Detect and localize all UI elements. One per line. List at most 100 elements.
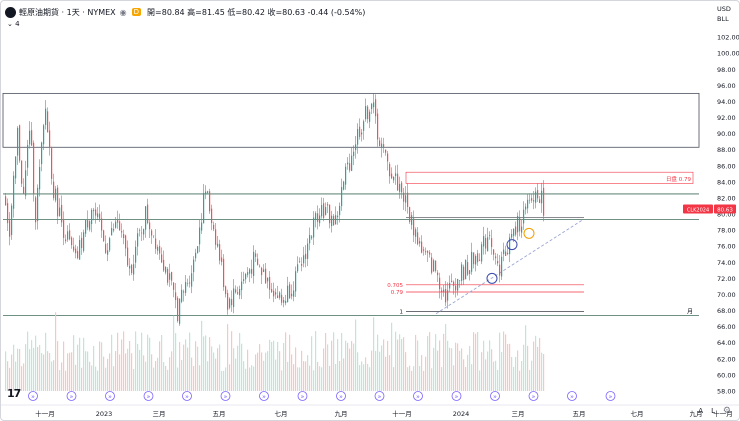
candle-body[interactable] xyxy=(383,144,385,147)
candle-body[interactable] xyxy=(143,229,145,235)
candle-body[interactable] xyxy=(393,176,395,181)
candle-body[interactable] xyxy=(465,259,467,280)
candle-body[interactable] xyxy=(483,236,485,247)
candle-body[interactable] xyxy=(199,227,201,245)
candle-body[interactable] xyxy=(369,111,371,122)
candle-body[interactable] xyxy=(93,209,95,212)
candle-body[interactable] xyxy=(245,274,247,280)
target-zone[interactable] xyxy=(405,171,694,184)
candle-body[interactable] xyxy=(419,241,421,244)
candle-body[interactable] xyxy=(467,262,469,275)
candle-body[interactable] xyxy=(111,228,113,236)
candle-body[interactable] xyxy=(239,288,241,296)
candle-body[interactable] xyxy=(197,246,199,254)
candle-body[interactable] xyxy=(67,231,69,240)
candle-body[interactable] xyxy=(519,217,521,232)
candle-body[interactable] xyxy=(251,268,253,274)
candle-body[interactable] xyxy=(289,284,291,299)
candle-body[interactable] xyxy=(499,264,501,276)
candle-body[interactable] xyxy=(329,204,331,224)
candle-body[interactable] xyxy=(327,204,329,206)
candle-body[interactable] xyxy=(311,236,313,239)
candle-body[interactable] xyxy=(287,285,289,302)
candle-body[interactable] xyxy=(471,251,473,272)
candle-body[interactable] xyxy=(249,269,251,274)
candle-body[interactable] xyxy=(181,289,183,302)
candle-body[interactable] xyxy=(117,219,119,223)
candle-body[interactable] xyxy=(147,204,149,224)
event-marker-icon[interactable] xyxy=(451,391,462,401)
candle-body[interactable] xyxy=(489,235,491,237)
candle-body[interactable] xyxy=(335,215,337,225)
candle-body[interactable] xyxy=(339,206,341,216)
candle-body[interactable] xyxy=(177,297,179,321)
candle-body[interactable] xyxy=(291,293,293,297)
candle-body[interactable] xyxy=(193,259,195,273)
candle-body[interactable] xyxy=(283,299,285,303)
candle-body[interactable] xyxy=(81,237,83,249)
candle-body[interactable] xyxy=(265,268,267,284)
symbol-title[interactable]: 輕原油期貨 · 1天 · NYMEX xyxy=(19,7,116,17)
candle-body[interactable] xyxy=(481,244,483,262)
candle-body[interactable] xyxy=(507,252,509,255)
indicators-toggle[interactable]: ⌄ 4 xyxy=(7,20,20,28)
candle-body[interactable] xyxy=(243,279,245,281)
candle-body[interactable] xyxy=(425,251,427,253)
candle-body[interactable] xyxy=(263,269,265,272)
candle-body[interactable] xyxy=(119,221,121,231)
candle-body[interactable] xyxy=(127,247,129,266)
candle-body[interactable] xyxy=(399,183,401,192)
candle-body[interactable] xyxy=(487,237,489,252)
candle-body[interactable] xyxy=(53,181,55,199)
candle-body[interactable] xyxy=(133,264,135,275)
candle-body[interactable] xyxy=(503,249,505,255)
candle-body[interactable] xyxy=(371,103,373,109)
candle-body[interactable] xyxy=(151,230,153,236)
swing-low-marker[interactable] xyxy=(506,239,518,251)
candle-body[interactable] xyxy=(223,258,225,288)
symbol-legend[interactable]: 輕原油期貨 · 1天 · NYMEX ◉ D 開=80.84 高=81.45 低… xyxy=(5,4,365,20)
candle-body[interactable] xyxy=(57,187,59,217)
event-marker-icon[interactable] xyxy=(605,391,616,401)
candle-body[interactable] xyxy=(49,130,51,148)
candle-body[interactable] xyxy=(415,229,417,237)
candle-body[interactable] xyxy=(275,292,277,295)
candle-body[interactable] xyxy=(403,192,405,202)
candle-body[interactable] xyxy=(459,280,461,281)
candle-body[interactable] xyxy=(195,252,197,259)
candle-body[interactable] xyxy=(347,162,349,165)
candle-body[interactable] xyxy=(137,233,139,247)
candle-body[interactable] xyxy=(45,108,47,125)
entry-marker[interactable] xyxy=(523,227,535,239)
event-marker-icon[interactable] xyxy=(220,391,231,401)
candle-body[interactable] xyxy=(413,218,415,236)
resistance-zone[interactable] xyxy=(2,92,700,148)
candle-body[interactable] xyxy=(261,267,263,276)
candle-body[interactable] xyxy=(355,144,357,151)
candle-body[interactable] xyxy=(293,290,295,297)
event-marker-icon[interactable] xyxy=(336,391,346,401)
candle-body[interactable] xyxy=(217,243,219,247)
candle-body[interactable] xyxy=(31,130,33,146)
candle-body[interactable] xyxy=(91,209,93,225)
candle-body[interactable] xyxy=(13,175,15,209)
candle-body[interactable] xyxy=(389,164,391,177)
candle-body[interactable] xyxy=(401,182,403,193)
candle-body[interactable] xyxy=(531,198,533,201)
candle-body[interactable] xyxy=(357,129,359,145)
event-marker-icon[interactable] xyxy=(297,391,308,401)
candle-body[interactable] xyxy=(161,254,163,263)
candle-body[interactable] xyxy=(409,207,411,222)
candle-body[interactable] xyxy=(521,226,523,233)
candle-body[interactable] xyxy=(441,290,443,293)
candle-body[interactable] xyxy=(517,216,519,233)
candle-body[interactable] xyxy=(303,255,305,264)
candle-body[interactable] xyxy=(365,106,367,120)
candle-body[interactable] xyxy=(105,243,107,253)
candle-body[interactable] xyxy=(373,102,375,108)
candle-body[interactable] xyxy=(305,253,307,259)
candle-body[interactable] xyxy=(455,285,457,291)
candle-body[interactable] xyxy=(167,268,169,283)
candle-body[interactable] xyxy=(19,125,21,161)
candle-body[interactable] xyxy=(485,238,487,249)
